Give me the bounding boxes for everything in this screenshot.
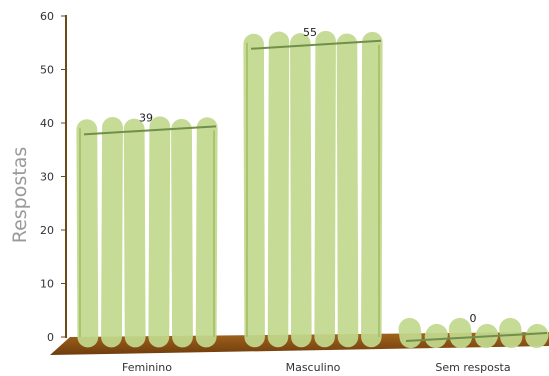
x-category-label: Feminino bbox=[122, 361, 172, 374]
bar-stroke bbox=[243, 33, 265, 348]
y-axis-ticks: 0 10 20 30 40 50 60 bbox=[40, 10, 66, 344]
bar-stroke bbox=[195, 117, 218, 348]
bar-stroke bbox=[424, 323, 448, 349]
bar-stroke bbox=[525, 323, 549, 349]
bar-stroke bbox=[123, 118, 146, 348]
y-tick-label: 20 bbox=[40, 224, 54, 237]
bar-stroke bbox=[76, 119, 99, 348]
data-label: 39 bbox=[139, 111, 153, 124]
y-axis-title: Respostas bbox=[9, 147, 31, 244]
bars-group bbox=[76, 30, 549, 349]
x-axis-labels: Feminino Masculino Sem resposta bbox=[122, 361, 511, 374]
data-label: 0 bbox=[470, 312, 477, 325]
x-category-label: Masculino bbox=[286, 361, 341, 374]
bar-stroke bbox=[101, 116, 123, 348]
bar-0 bbox=[76, 116, 218, 348]
bar-stroke bbox=[171, 118, 193, 348]
bar-stroke bbox=[336, 33, 359, 348]
bar-stroke bbox=[314, 30, 336, 348]
bar-stroke bbox=[267, 31, 290, 348]
bar-stroke bbox=[398, 317, 422, 349]
bar-stroke bbox=[148, 116, 171, 348]
bar-top-stroke bbox=[405, 332, 548, 342]
bar-stroke bbox=[448, 317, 472, 349]
bar-stroke bbox=[361, 31, 383, 348]
y-tick-label: 10 bbox=[40, 278, 54, 291]
y-tick-label: 40 bbox=[40, 117, 54, 130]
y-tick-label: 60 bbox=[40, 10, 54, 23]
data-label: 55 bbox=[303, 26, 317, 39]
bar-stroke bbox=[290, 33, 312, 348]
data-labels: 39 55 0 bbox=[139, 26, 477, 325]
y-tick-label: 0 bbox=[47, 331, 54, 344]
y-tick-label: 50 bbox=[40, 64, 54, 77]
bar-1 bbox=[243, 30, 383, 348]
x-category-label: Sem resposta bbox=[435, 361, 510, 374]
bar-top-stroke bbox=[83, 125, 217, 136]
y-tick-label: 30 bbox=[40, 171, 54, 184]
bar-2 bbox=[398, 317, 549, 349]
bar-top-stroke bbox=[250, 39, 382, 50]
